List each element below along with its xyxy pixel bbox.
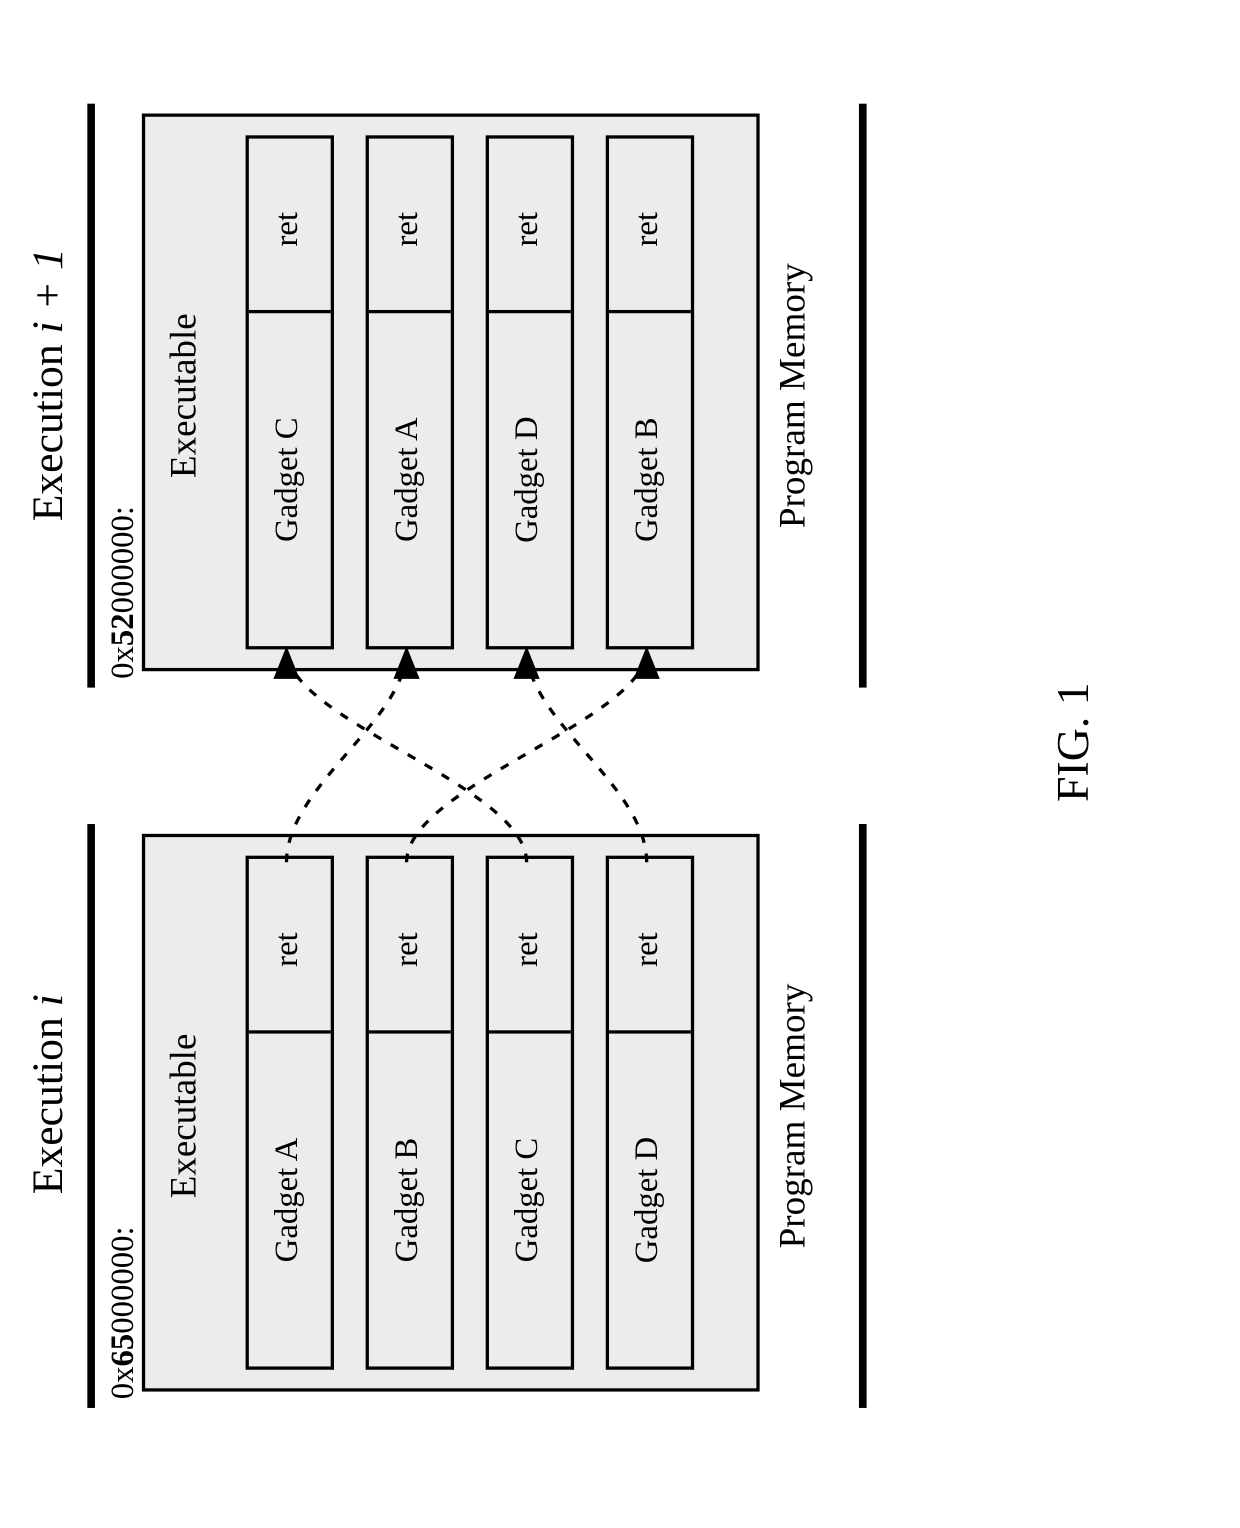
arrow-2 (287, 649, 527, 862)
figure-label: FIG. 1 (1048, 633, 1100, 851)
arrow-0 (287, 649, 407, 862)
figure-stage: Execution i0x65000000:ExecutableGadget A… (0, 0, 1240, 1528)
arrow-3 (527, 649, 647, 862)
arrow-1 (407, 649, 647, 862)
rotated-plane: Execution i0x65000000:ExecutableGadget A… (0, 0, 1233, 1528)
